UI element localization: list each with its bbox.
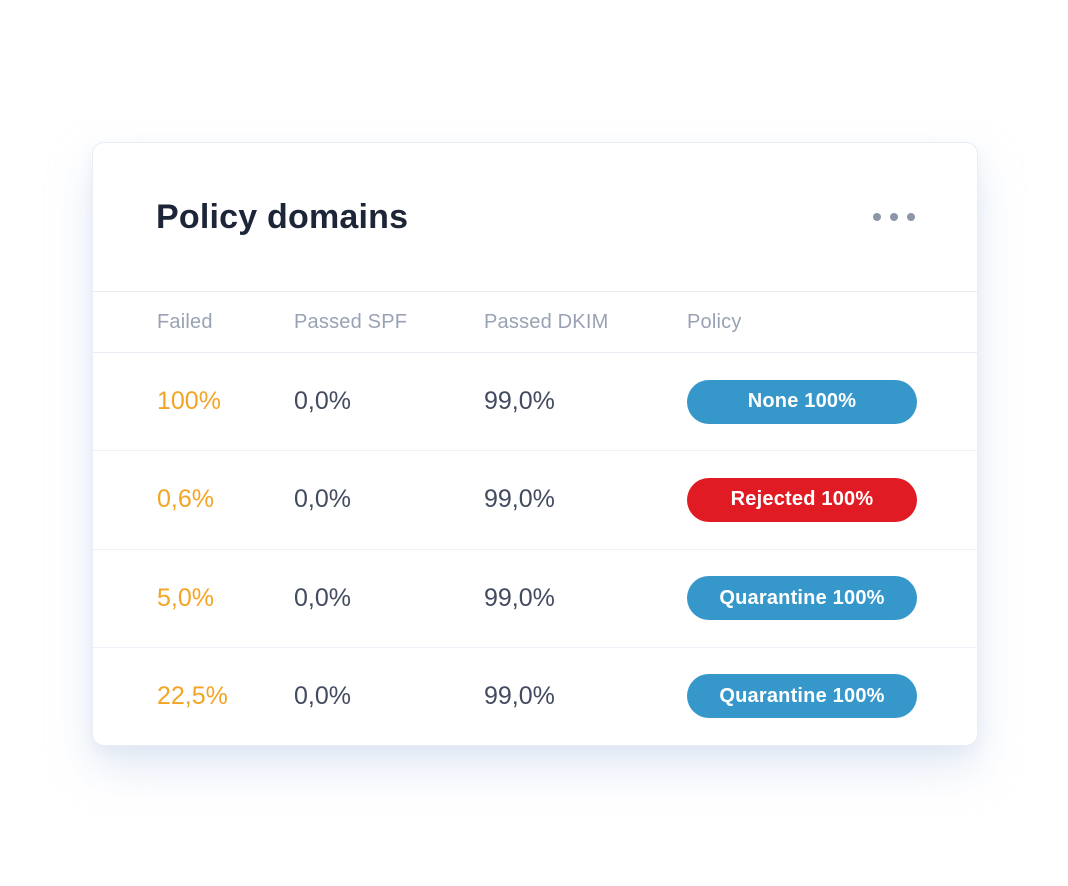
table-row: 22,5% 0,0% 99,0% Quarantine 100% (93, 646, 977, 745)
passed-dkim-value: 99,0% (484, 583, 555, 612)
column-header-passed-dkim: Passed DKIM (484, 310, 609, 333)
ellipsis-icon (890, 213, 898, 221)
passed-spf-value: 0,0% (294, 583, 351, 612)
passed-spf-value: 0,0% (294, 387, 351, 416)
policy-badge[interactable]: None 100% (687, 379, 917, 424)
failed-value: 5,0% (157, 583, 214, 612)
card-menu-button[interactable] (871, 203, 917, 231)
table-row: 0,6% 0,0% 99,0% Rejected 100% (93, 450, 977, 548)
passed-spf-value: 0,0% (294, 485, 351, 514)
ellipsis-icon (907, 213, 915, 221)
failed-value: 0,6% (157, 485, 214, 514)
passed-dkim-value: 99,0% (484, 681, 555, 710)
column-header-policy: Policy (687, 310, 742, 333)
table-row: 100% 0,0% 99,0% None 100% (93, 353, 977, 450)
passed-dkim-value: 99,0% (484, 485, 555, 514)
passed-dkim-value: 99,0% (484, 387, 555, 416)
table-body: 100% 0,0% 99,0% None 100% 0,6% 0,0% 99,0… (93, 353, 977, 745)
failed-value: 100% (157, 387, 221, 416)
column-header-passed-spf: Passed SPF (294, 310, 408, 333)
policy-badge[interactable]: Quarantine 100% (687, 576, 917, 621)
column-header-failed: Failed (157, 310, 213, 333)
card-header: Policy domains (93, 143, 977, 291)
failed-value: 22,5% (157, 681, 228, 710)
table-row: 5,0% 0,0% 99,0% Quarantine 100% (93, 548, 977, 647)
passed-spf-value: 0,0% (294, 681, 351, 710)
ellipsis-icon (873, 213, 881, 221)
policy-badge[interactable]: Quarantine 100% (687, 674, 917, 719)
policy-domains-card: Policy domains Failed Passed SPF Passed … (92, 142, 978, 746)
table-header-row: Failed Passed SPF Passed DKIM Policy (93, 291, 977, 353)
policy-badge[interactable]: Rejected 100% (687, 477, 917, 522)
page-title: Policy domains (156, 197, 409, 236)
